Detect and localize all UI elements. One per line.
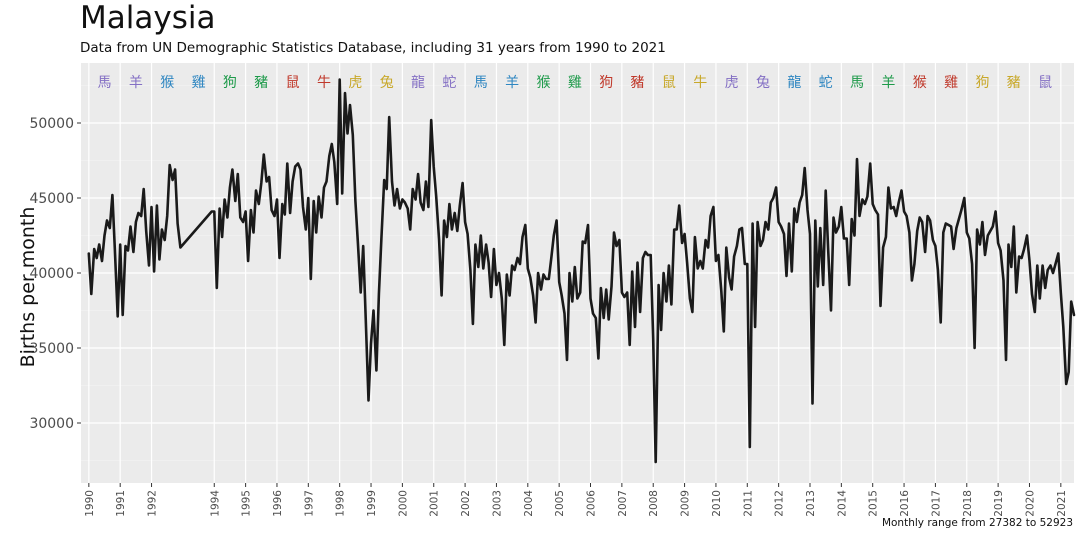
x-tick-label: 1997 — [303, 490, 315, 517]
x-tick-label: 2000 — [397, 490, 409, 517]
x-tick-label: 1996 — [272, 490, 284, 517]
x-tick-label: 2016 — [899, 490, 911, 517]
zodiac-label: 鼠 — [1038, 75, 1052, 91]
x-tick-label: 2021 — [1056, 490, 1068, 517]
chart-title: Malaysia — [80, 0, 216, 36]
zodiac-label: 蛇 — [819, 75, 833, 91]
x-tick-label: 2019 — [993, 490, 1005, 517]
zodiac-label: 馬 — [474, 75, 488, 91]
y-tick-label: 40000 — [29, 266, 74, 282]
births-series-line — [87, 78, 1076, 464]
zodiac-label: 兔 — [756, 75, 770, 91]
zodiac-label: 龍 — [411, 74, 425, 91]
x-tick-label: 2008 — [648, 490, 660, 517]
x-tick-label: 2012 — [774, 490, 786, 517]
x-tick-label: 2011 — [742, 490, 754, 517]
zodiac-label: 雞 — [568, 75, 582, 91]
zodiac-label: 豬 — [1007, 75, 1021, 91]
zodiac-label: 虎 — [348, 75, 362, 91]
x-tick-label: 2017 — [930, 490, 942, 517]
x-tick-label: 2007 — [617, 490, 629, 517]
zodiac-label: 蛇 — [442, 75, 456, 91]
x-tick-label: 2010 — [711, 490, 723, 517]
y-tick-label: 50000 — [29, 116, 74, 132]
zodiac-label: 豬 — [631, 75, 645, 91]
y-tick-label: 45000 — [29, 191, 74, 207]
zodiac-label: 羊 — [505, 75, 519, 91]
x-tick-label: 1994 — [209, 490, 221, 517]
zodiac-label: 猴 — [536, 75, 550, 91]
zodiac-label: 馬 — [850, 75, 864, 91]
zodiac-label: 牛 — [693, 75, 707, 91]
x-tick-label: 2014 — [836, 490, 848, 517]
chart-caption: Monthly range from 27382 to 52923 — [881, 517, 1073, 529]
x-tick-label: 2005 — [554, 490, 566, 517]
x-tick-label: 2009 — [680, 490, 692, 517]
zodiac-label: 豬 — [254, 75, 268, 91]
x-tick-label: 2013 — [805, 490, 817, 517]
zodiac-label: 鼠 — [286, 75, 300, 91]
x-tick-label: 1998 — [335, 490, 347, 517]
x-tick-label: 1991 — [115, 490, 127, 517]
zodiac-label: 猴 — [160, 75, 174, 91]
x-tick-label: 1992 — [147, 490, 159, 517]
x-tick-label: 2003 — [491, 490, 503, 517]
x-tick-label: 1990 — [84, 490, 96, 517]
x-tick-label: 2004 — [523, 490, 535, 517]
zodiac-label: 羊 — [881, 75, 895, 91]
zodiac-label: 馬 — [98, 75, 112, 91]
x-tick-label: 2020 — [1024, 490, 1036, 517]
y-tick-label: 30000 — [29, 416, 74, 432]
x-tick-label: 1999 — [366, 490, 378, 517]
chart-subtitle: Data from UN Demographic Statistics Data… — [80, 40, 666, 56]
x-tick-label: 2018 — [962, 490, 974, 517]
zodiac-label: 雞 — [192, 75, 206, 91]
zodiac-label: 鼠 — [662, 75, 676, 91]
zodiac-label: 狗 — [223, 75, 237, 91]
x-tick-label: 2015 — [868, 490, 880, 517]
x-tick-label: 2002 — [460, 490, 472, 517]
zodiac-label: 虎 — [725, 75, 739, 91]
zodiac-label: 龍 — [787, 74, 801, 91]
zodiac-label: 猴 — [913, 75, 927, 91]
x-tick-label: 1995 — [241, 490, 253, 517]
y-tick-label: 35000 — [29, 341, 74, 357]
x-tick-label: 2001 — [429, 490, 441, 517]
zodiac-label: 雞 — [944, 75, 958, 91]
zodiac-label: 牛 — [317, 75, 331, 91]
zodiac-label: 狗 — [975, 75, 989, 91]
x-tick-label: 2006 — [586, 490, 598, 517]
zodiac-label: 兔 — [380, 75, 394, 91]
zodiac-label: 狗 — [599, 75, 613, 91]
zodiac-label: 羊 — [129, 75, 143, 91]
